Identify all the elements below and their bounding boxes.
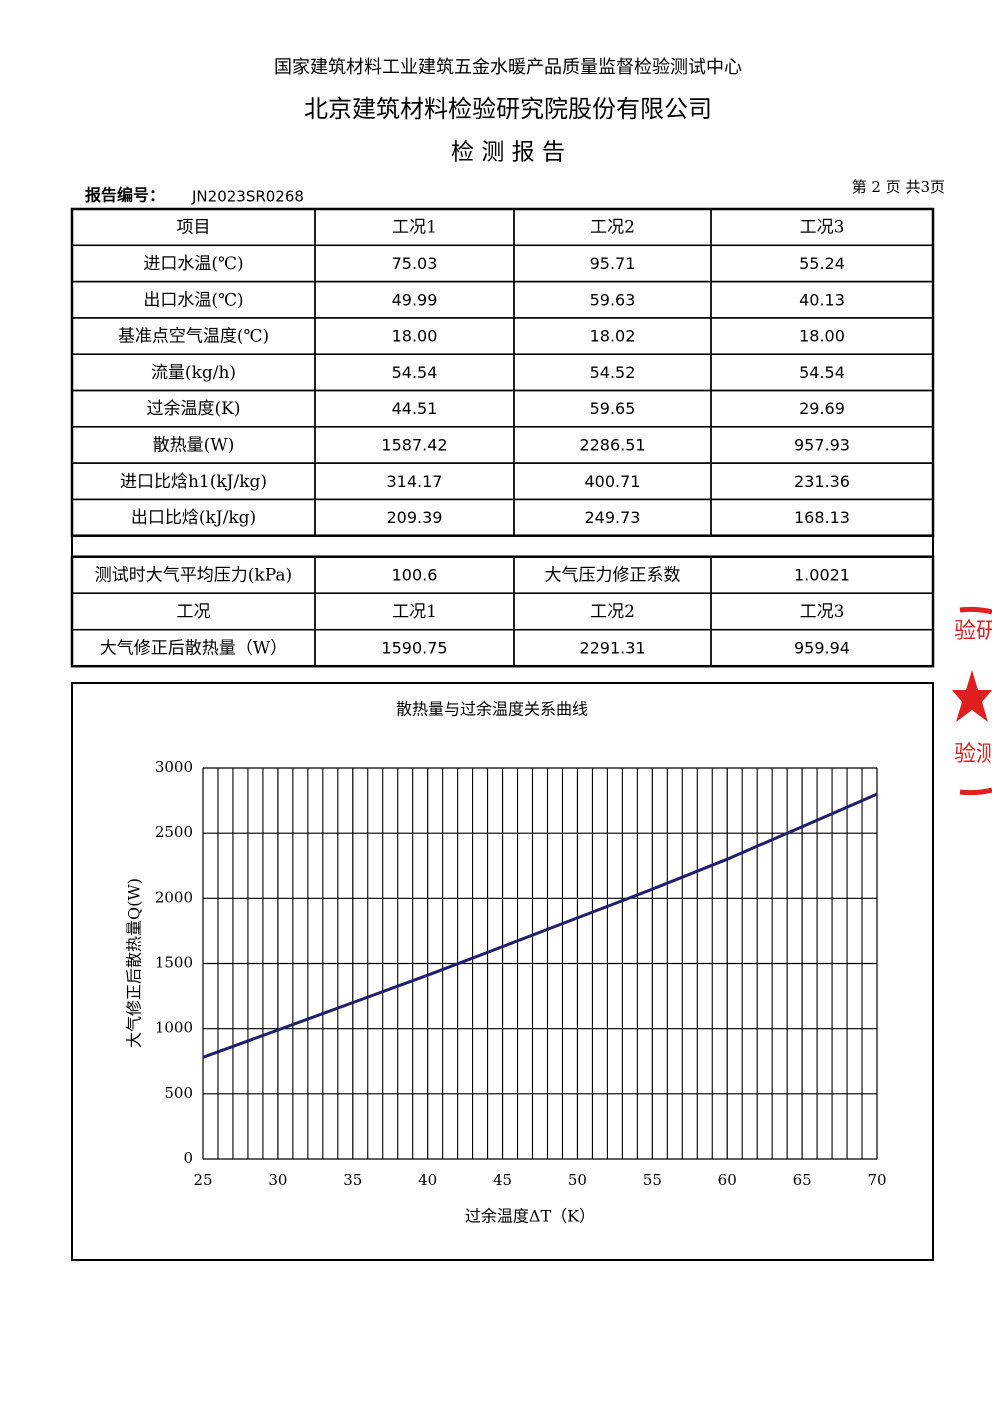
cell-text: 168.13	[794, 508, 850, 527]
cell-text: 18.00	[392, 327, 438, 346]
x-tick-label: 65	[793, 1171, 812, 1189]
cell-text: 1587.42	[381, 435, 447, 454]
cell-text: 工况3	[800, 602, 845, 622]
report-no-label: 报告编号：	[85, 186, 165, 205]
x-tick-label: 25	[193, 1171, 212, 1189]
cell-text: 工况2	[590, 602, 635, 622]
x-tick-label: 40	[418, 1171, 437, 1189]
cell-text: 出口比焓(kJ/kg)	[131, 508, 256, 528]
y-tick-label: 1000	[155, 1019, 193, 1037]
cell-text: 40.13	[799, 290, 845, 309]
cell-text: 基准点空气温度(℃)	[118, 327, 269, 347]
cell-text: 工况1	[392, 218, 437, 238]
cell-text: 大气压力修正系数	[545, 565, 681, 585]
stamp-text: 验研	[954, 619, 992, 644]
cell-text: 59.63	[590, 290, 636, 309]
cell-text: 49.99	[392, 290, 438, 309]
stamp: 验研 验测	[952, 606, 992, 796]
cell-text: 231.36	[794, 472, 850, 491]
y-tick-label: 2500	[155, 823, 193, 841]
y-tick-label: 2000	[155, 888, 193, 906]
y-tick-label: 0	[183, 1149, 193, 1167]
cell-text: 75.03	[392, 254, 438, 273]
cell-text: 400.71	[585, 472, 641, 491]
cell-text: 进口水温(℃)	[143, 254, 243, 274]
y-tick-label: 500	[164, 1084, 193, 1102]
x-tick-label: 70	[867, 1171, 886, 1189]
cell-text: 1.0021	[794, 565, 850, 584]
cell-text: 314.17	[387, 472, 443, 491]
cell-text: 95.71	[590, 254, 636, 273]
cell-text: 44.51	[392, 399, 438, 418]
data-line	[202, 792, 878, 1059]
cell-text: 957.93	[794, 435, 850, 454]
stamp-star	[952, 670, 992, 722]
cell-text: 209.39	[387, 508, 443, 527]
cell-text: 出口水温(℃)	[143, 290, 243, 310]
cell-text: 项目	[177, 218, 211, 238]
stamp-ring	[959, 606, 992, 796]
report-no: JN2023SR0268	[191, 188, 304, 206]
cell-text: 959.94	[794, 638, 850, 657]
y-axis-label: 大气修正后散热量Q(W)	[125, 878, 144, 1048]
table-gap	[71, 534, 934, 558]
cell-text: 大气修正后散热量（W）	[100, 638, 287, 658]
company-name: 北京建筑材料检验研究院股份有限公司	[304, 95, 712, 123]
cell-text: 54.52	[590, 363, 636, 382]
cell-text: 2286.51	[579, 435, 645, 454]
page-number: 第 2 页 共3页	[852, 178, 945, 196]
cell-text: 1590.75	[381, 638, 447, 657]
chart-frame	[71, 682, 934, 1261]
cell-text: 54.54	[392, 363, 438, 382]
x-axis-label: 过余温度ΔT（K）	[465, 1207, 595, 1226]
cell-text: 工况	[177, 602, 211, 622]
x-tick-label: 30	[268, 1171, 287, 1189]
cell-text: 测试时大气平均压力(kPa)	[95, 565, 292, 585]
cell-text: 29.69	[799, 399, 845, 418]
cell-text: 54.54	[799, 363, 845, 382]
cell-text: 55.24	[799, 254, 845, 273]
cell-text: 18.02	[590, 327, 636, 346]
chart-title: 散热量与过余温度关系曲线	[396, 700, 588, 719]
cell-text: 过余温度(K)	[147, 399, 241, 419]
cell-text: 工况1	[392, 602, 437, 622]
x-tick-label: 45	[493, 1171, 512, 1189]
cell-text: 249.73	[585, 508, 641, 527]
table-frame	[70, 555, 935, 668]
y-tick-label: 3000	[155, 758, 193, 776]
org-name: 国家建筑材料工业建筑五金水暖产品质量监督检验测试中心	[274, 57, 742, 78]
stamp-text: 验测	[954, 742, 992, 767]
cell-text: 工况2	[590, 218, 635, 238]
cell-text: 18.00	[799, 327, 845, 346]
x-tick-label: 35	[343, 1171, 362, 1189]
x-tick-label: 55	[643, 1171, 662, 1189]
cell-text: 进口比焓h1(kJ/kg)	[120, 472, 267, 492]
report-title: 检 测 报 告	[451, 140, 565, 166]
cell-text: 100.6	[392, 565, 438, 584]
cell-text: 2291.31	[579, 638, 645, 657]
x-tick-label: 60	[718, 1171, 737, 1189]
cell-text: 流量(kg/h)	[151, 363, 236, 383]
y-tick-label: 1500	[155, 954, 193, 972]
cell-text: 59.65	[590, 399, 636, 418]
x-tick-label: 50	[568, 1171, 587, 1189]
cell-text: 工况3	[800, 218, 845, 238]
cell-text: 散热量(W)	[153, 435, 235, 455]
